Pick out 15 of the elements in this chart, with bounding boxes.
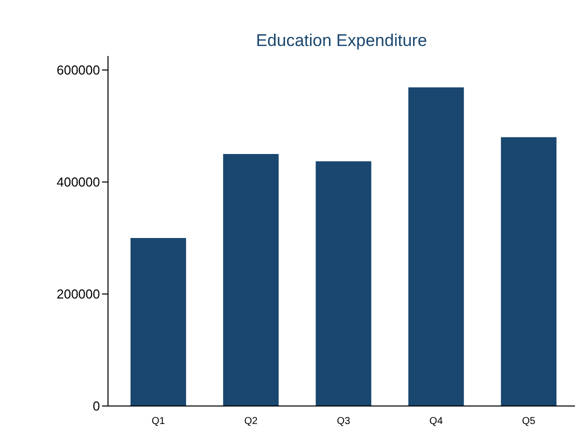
- x-tick-label: Q3: [336, 416, 351, 427]
- y-tick-label: 600000: [56, 62, 100, 78]
- bar: [130, 238, 186, 406]
- bar: [316, 161, 372, 406]
- y-tick-label: 200000: [56, 286, 100, 302]
- x-tick-label: Q2: [244, 416, 258, 427]
- chart-title: Education Expenditure: [256, 31, 428, 50]
- x-tick-label: Q5: [522, 416, 536, 427]
- y-tick-label: 0: [92, 398, 100, 414]
- x-tick-label: Q4: [429, 416, 444, 427]
- bar: [500, 137, 556, 406]
- bar: [408, 87, 464, 406]
- bar: [223, 154, 279, 406]
- y-tick-label: 400000: [56, 174, 100, 190]
- x-tick-label: Q1: [152, 416, 166, 427]
